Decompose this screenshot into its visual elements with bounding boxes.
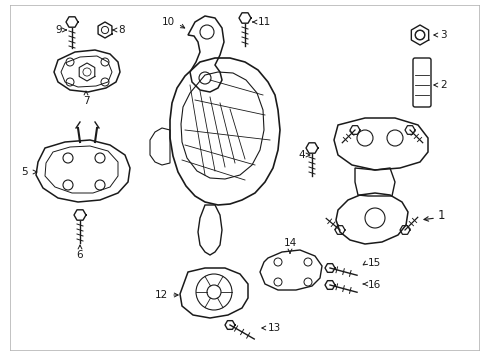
Text: 15: 15 [367, 258, 381, 268]
Text: 6: 6 [77, 250, 83, 260]
Text: 4: 4 [298, 150, 305, 160]
Text: 14: 14 [283, 238, 296, 248]
Text: 5: 5 [21, 167, 28, 177]
Text: 1: 1 [437, 208, 445, 221]
Text: 16: 16 [367, 280, 381, 290]
Text: 12: 12 [154, 290, 168, 300]
Text: 11: 11 [258, 17, 271, 27]
Text: 10: 10 [162, 17, 175, 27]
Text: 13: 13 [267, 323, 281, 333]
Text: 9: 9 [55, 25, 62, 35]
Text: 8: 8 [118, 25, 124, 35]
Text: 7: 7 [82, 96, 89, 106]
Text: 3: 3 [439, 30, 446, 40]
Text: 2: 2 [439, 80, 446, 90]
